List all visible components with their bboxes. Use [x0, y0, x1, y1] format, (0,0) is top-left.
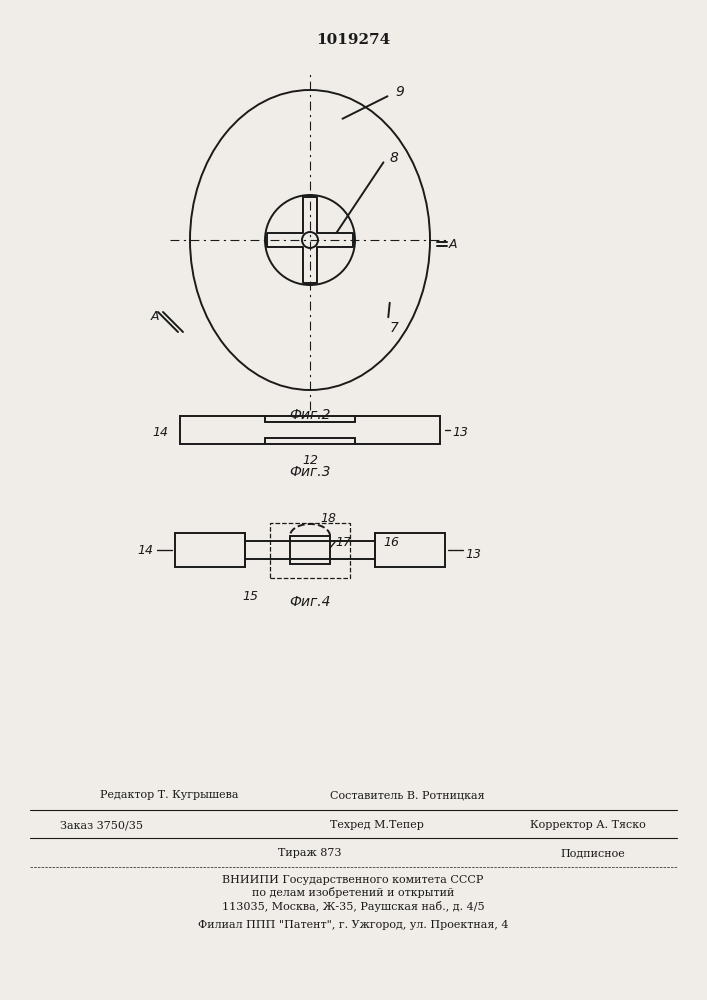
Text: 14: 14: [137, 544, 153, 556]
Text: Тираж 873: Тираж 873: [279, 848, 341, 858]
Text: 9: 9: [395, 85, 404, 99]
Text: 18: 18: [320, 512, 336, 524]
Text: A: A: [151, 310, 159, 324]
Text: Фиг.4: Фиг.4: [289, 595, 331, 609]
Text: 13: 13: [452, 426, 468, 438]
Text: 8: 8: [390, 151, 399, 165]
Text: 15: 15: [242, 590, 258, 603]
Text: Подписное: Подписное: [560, 848, 625, 858]
Text: 17: 17: [335, 536, 351, 548]
Text: A: A: [449, 237, 457, 250]
Text: по делам изобретений и открытий: по делам изобретений и открытий: [252, 888, 454, 898]
Text: 14: 14: [152, 426, 168, 438]
Text: 1019274: 1019274: [316, 33, 390, 47]
Text: Филиал ППП "Патент", г. Ужгород, ул. Проектная, 4: Филиал ППП "Патент", г. Ужгород, ул. Про…: [198, 920, 508, 930]
Text: 113035, Москва, Ж-35, Раушская наб., д. 4/5: 113035, Москва, Ж-35, Раушская наб., д. …: [222, 900, 484, 912]
Text: Составитель В. Ротницкая: Составитель В. Ротницкая: [330, 790, 484, 800]
Text: Корректор А. Тяско: Корректор А. Тяско: [530, 820, 645, 830]
Text: 12: 12: [302, 454, 318, 467]
Text: Фиг.3: Фиг.3: [289, 465, 331, 479]
Text: 7: 7: [390, 321, 399, 335]
Text: 16: 16: [383, 536, 399, 548]
Text: Техред М.Тепер: Техред М.Тепер: [330, 820, 424, 830]
Text: 13: 13: [465, 548, 481, 560]
Text: Фиг.2: Фиг.2: [289, 408, 331, 422]
Text: ВНИИПИ Государственного комитета СССР: ВНИИПИ Государственного комитета СССР: [222, 875, 484, 885]
Text: Редактор Т. Кугрышева: Редактор Т. Кугрышева: [100, 790, 238, 800]
Text: Заказ 3750/35: Заказ 3750/35: [60, 820, 143, 830]
